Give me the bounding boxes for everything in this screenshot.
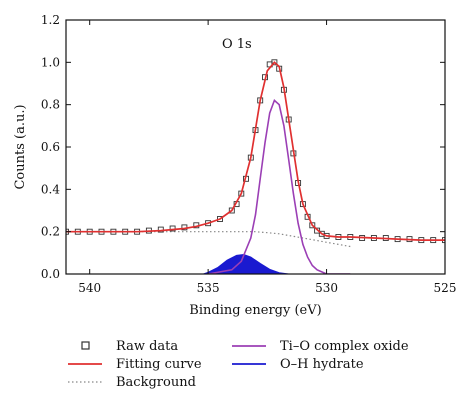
raw-data-point [309, 222, 316, 229]
legend-swatch [81, 341, 90, 350]
raw-data-point [228, 207, 235, 214]
x-tick-label: 535 [197, 281, 220, 295]
y-tick-label: 0.0 [41, 267, 60, 281]
y-tick-label: 1.2 [41, 13, 60, 27]
legend-label: Background [116, 375, 196, 390]
ti-o-oxide-line [207, 99, 351, 274]
legend-label: Fitting curve [116, 357, 202, 372]
series-group [66, 59, 445, 274]
legend-label: Raw data [116, 339, 178, 354]
x-axis-label: Binding energy (eV) [189, 303, 321, 318]
legend-entry: O–H hydrate [232, 357, 364, 372]
legend-entry: Raw data [81, 339, 178, 354]
y-tick-label: 0.2 [41, 225, 60, 239]
fitting-curve-line [66, 61, 445, 241]
raw-data-point [271, 59, 278, 66]
peak-annotation: O 1s [222, 37, 252, 52]
oh-hydrate-area [203, 253, 289, 274]
y-tick-label: 0.6 [41, 140, 60, 154]
y-tick-label: 0.4 [41, 182, 60, 196]
y-tick-label: 0.8 [41, 98, 60, 112]
legend-entry: Background [68, 375, 196, 390]
x-tick-label: 540 [78, 281, 101, 295]
legend-entry: Fitting curve [68, 357, 202, 372]
legend-label: Ti–O complex oxide [280, 339, 409, 354]
x-tick-label: 530 [315, 281, 338, 295]
y-axis-label: Counts (a.u.) [13, 104, 28, 189]
raw-data-point [314, 227, 321, 234]
background-line [66, 231, 351, 248]
tick-layer: 540 535 530 525 0.0 0.2 0.4 0.6 0.8 1.0 1.2 [41, 13, 457, 295]
plot-layer [66, 59, 445, 274]
y-tick-label: 1.0 [41, 55, 60, 69]
legend: Raw data Fitting curve Background Ti–O comp… [68, 339, 409, 390]
legend-label: O–H hydrate [280, 357, 364, 372]
x-tick-label: 525 [434, 281, 457, 295]
legend-entry: Ti–O complex oxide [232, 339, 409, 354]
